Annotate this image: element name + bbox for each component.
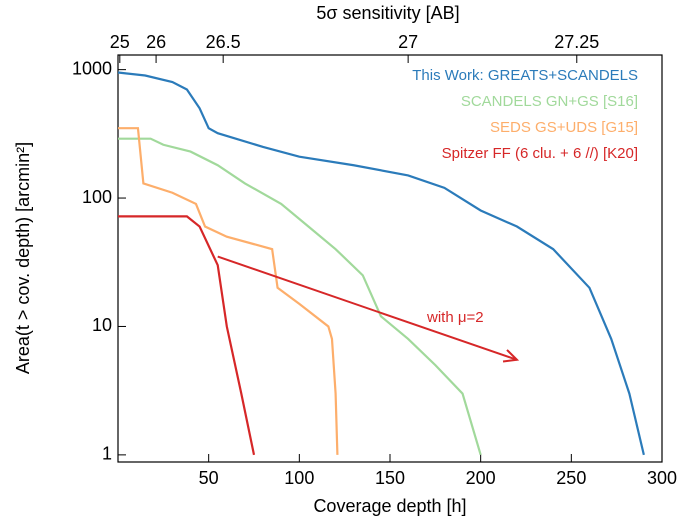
x2-tick-label: 27 [398, 32, 418, 52]
arrow-line [217, 255, 518, 361]
y-axis-title: Area(t > cov. depth) [arcmin²] [13, 142, 33, 374]
x2-tick-label: 25 [110, 32, 130, 52]
x-axis-title: Coverage depth [h] [313, 496, 466, 516]
x-tick-label: 200 [466, 468, 496, 488]
y-tick-label: 10 [92, 315, 112, 335]
annotation: with μ=2 [426, 309, 484, 326]
top-axis-title: 5σ sensitivity [AB] [316, 3, 459, 23]
legend-label: Spitzer FF (6 clu. + 6 //) [K20] [442, 145, 638, 162]
x-tick-label: 300 [647, 468, 677, 488]
legend-label: SEDS GS+UDS [G15] [490, 119, 638, 136]
arrow-head [502, 349, 520, 363]
x-tick-label: 150 [375, 468, 405, 488]
x2-tick-label: 26 [146, 32, 166, 52]
series-line [117, 71, 645, 456]
series-line [118, 137, 482, 456]
x2-tick-label: 26.5 [206, 32, 241, 52]
y-tick-label: 1000 [72, 58, 112, 78]
series-line [118, 215, 256, 456]
x-tick-label: 250 [556, 468, 586, 488]
x-tick-label: 50 [199, 468, 219, 488]
y-tick-label: 1 [102, 444, 112, 464]
x-tick-label: 100 [284, 468, 314, 488]
y-tick-label: 100 [82, 187, 112, 207]
legend-label: SCANDELS GN+GS [S16] [461, 93, 638, 110]
series-line [118, 127, 339, 455]
x2-tick-label: 27.25 [554, 32, 599, 52]
plot-frame [117, 54, 663, 463]
legend-label: This Work: GREATS+SCANDELS [412, 67, 638, 84]
